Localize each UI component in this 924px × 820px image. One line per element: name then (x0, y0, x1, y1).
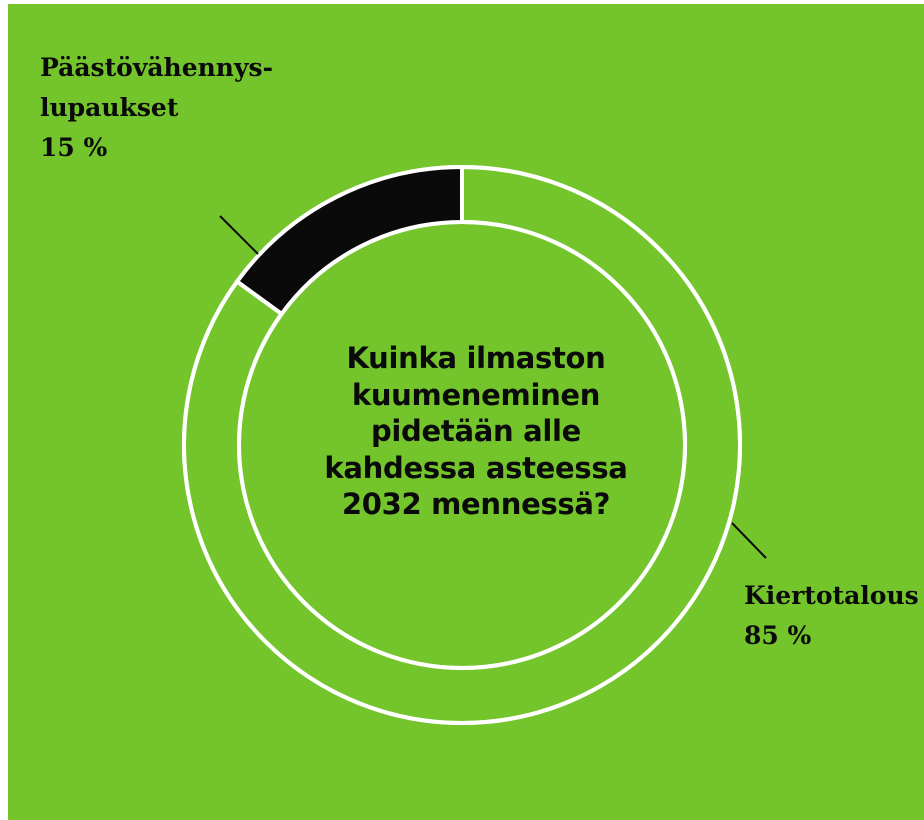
slice-value-label: 85 % (744, 621, 812, 650)
slice-label-paastovahennyslupaukset: Päästövähennys- lupaukset 15 % (40, 48, 310, 168)
slice-label-kiertotalous: Kiertotalous 85 % (744, 576, 924, 656)
donut-slice-0 (234, 164, 464, 317)
donut-chart (182, 164, 767, 725)
chart-panel: Päästövähennys- lupaukset 15 % Kiertotal… (8, 4, 924, 820)
donut-slice-1 (182, 164, 742, 725)
center-text-line: kahdessa asteessa (324, 450, 628, 485)
center-text-line: Kuinka ilmaston (346, 341, 606, 375)
leader-line-kiertotalous (731, 522, 767, 559)
slice-value-label: 15 % (40, 133, 108, 162)
center-text-line: 2032 mennessä? (341, 487, 611, 521)
leader-line-paastovahennyslupaukset (219, 215, 259, 255)
center-text-line: pidetään alle (370, 414, 582, 448)
slice-label-line: lupaukset (40, 93, 179, 122)
donut-center-question: Kuinka ilmaston kuumeneminen pidetään al… (290, 340, 662, 523)
center-text-line: kuumeneminen (351, 377, 601, 412)
slice-label-line: Kiertotalous (744, 581, 919, 610)
slice-label-line: Päästövähennys- (40, 53, 273, 82)
